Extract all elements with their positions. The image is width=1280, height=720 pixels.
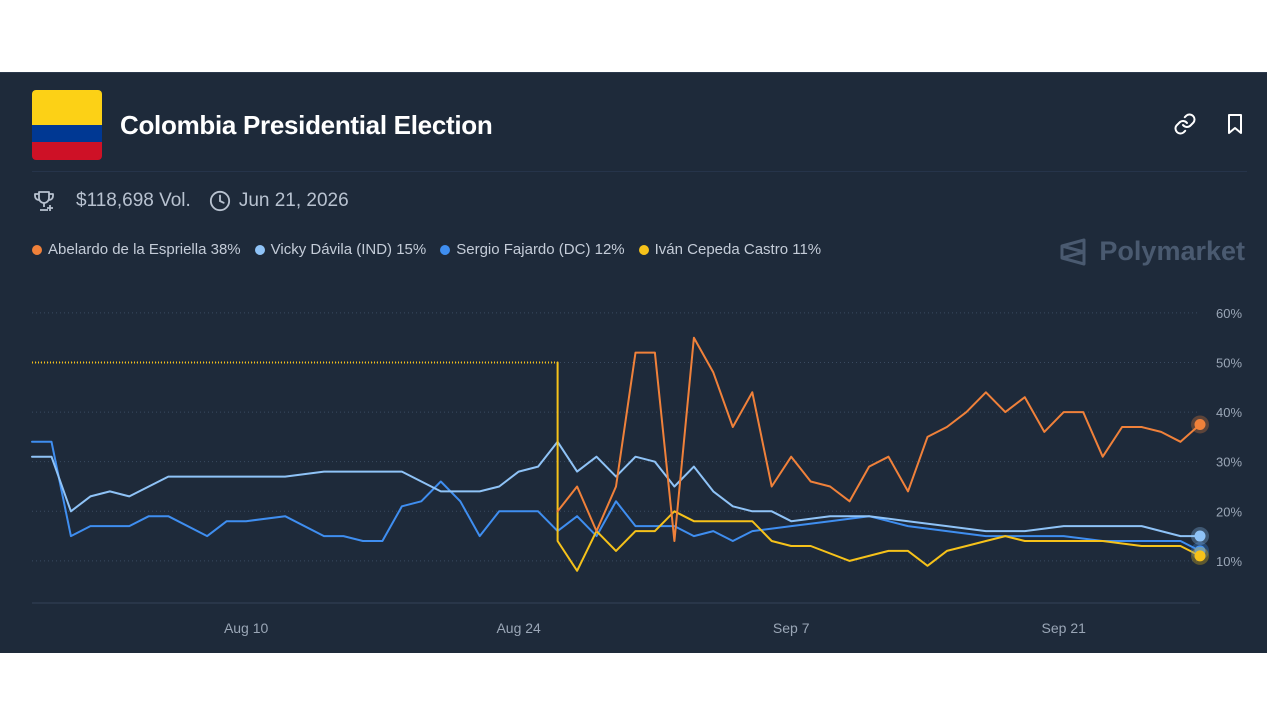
link-icon[interactable] bbox=[1173, 112, 1197, 136]
x-tick-label: Sep 7 bbox=[773, 620, 810, 636]
legend-label: Iván Cepeda Castro 11% bbox=[654, 241, 822, 258]
series-line bbox=[31, 440, 1201, 552]
x-tick-label: Aug 10 bbox=[224, 620, 269, 636]
legend-dot bbox=[254, 244, 265, 255]
y-tick-label: 40% bbox=[1216, 405, 1242, 420]
series-end-point[interactable] bbox=[1194, 418, 1206, 430]
x-tick-label: Sep 21 bbox=[1042, 620, 1087, 636]
y-tick-label: 10% bbox=[1216, 554, 1242, 569]
legend-dot bbox=[638, 244, 649, 255]
legend-item: Vicky Dávila (IND) 15% bbox=[254, 241, 427, 258]
y-tick-label: 60% bbox=[1216, 306, 1242, 321]
end-date-text: Jun 21, 2026 bbox=[238, 190, 349, 211]
polymarket-brand: Polymarket bbox=[1059, 236, 1245, 267]
trophy-icon bbox=[34, 191, 54, 211]
market-title: Colombia Presidential Election bbox=[120, 110, 493, 140]
market-header: Colombia Presidential Election bbox=[32, 90, 1247, 160]
header-divider bbox=[32, 171, 1247, 172]
market-card: Colombia Presidential Election $118,698 … bbox=[0, 72, 1267, 653]
legend-item: Sergio Fajardo (DC) 12% bbox=[440, 241, 625, 258]
legend-dot bbox=[32, 244, 42, 255]
legend-label: Vicky Dávila (IND) 15% bbox=[270, 241, 427, 258]
brand-name: Polymarket bbox=[1099, 236, 1245, 266]
series-line bbox=[556, 336, 1201, 542]
series-end-point[interactable] bbox=[1194, 550, 1206, 562]
clock-icon bbox=[209, 190, 230, 212]
series-end-point[interactable] bbox=[1194, 530, 1206, 542]
legend-item: Iván Cepeda Castro 11% bbox=[638, 241, 822, 258]
market-meta: $118,698 Vol. Jun 21, 2026 bbox=[32, 189, 349, 213]
bookmark-icon[interactable] bbox=[1223, 112, 1247, 136]
series-line bbox=[31, 440, 1201, 538]
legend-item: Abelardo de la Espriella 38% bbox=[32, 241, 241, 258]
series-line bbox=[556, 361, 1201, 572]
legend-dot bbox=[440, 244, 451, 255]
legend-label: Sergio Fajardo (DC) 12% bbox=[456, 241, 625, 258]
legend-label: Abelardo de la Espriella 38% bbox=[48, 241, 241, 258]
y-tick-label: 30% bbox=[1216, 455, 1242, 470]
polymarket-logo-icon bbox=[1060, 238, 1086, 265]
price-chart: 10% 20% 30% 40% 50% 60% Aug 10 Aug 24 Sep 7 Sep 2… bbox=[31, 306, 1242, 636]
x-tick-label: Aug 24 bbox=[496, 620, 541, 636]
chart-legend: Abelardo de la Espriella 38% Vicky Dávil… bbox=[32, 241, 835, 258]
colombia-flag-icon bbox=[32, 90, 102, 160]
volume-text: $118,698 Vol. bbox=[76, 190, 191, 211]
y-tick-label: 20% bbox=[1216, 504, 1242, 519]
y-tick-label: 50% bbox=[1216, 356, 1242, 371]
